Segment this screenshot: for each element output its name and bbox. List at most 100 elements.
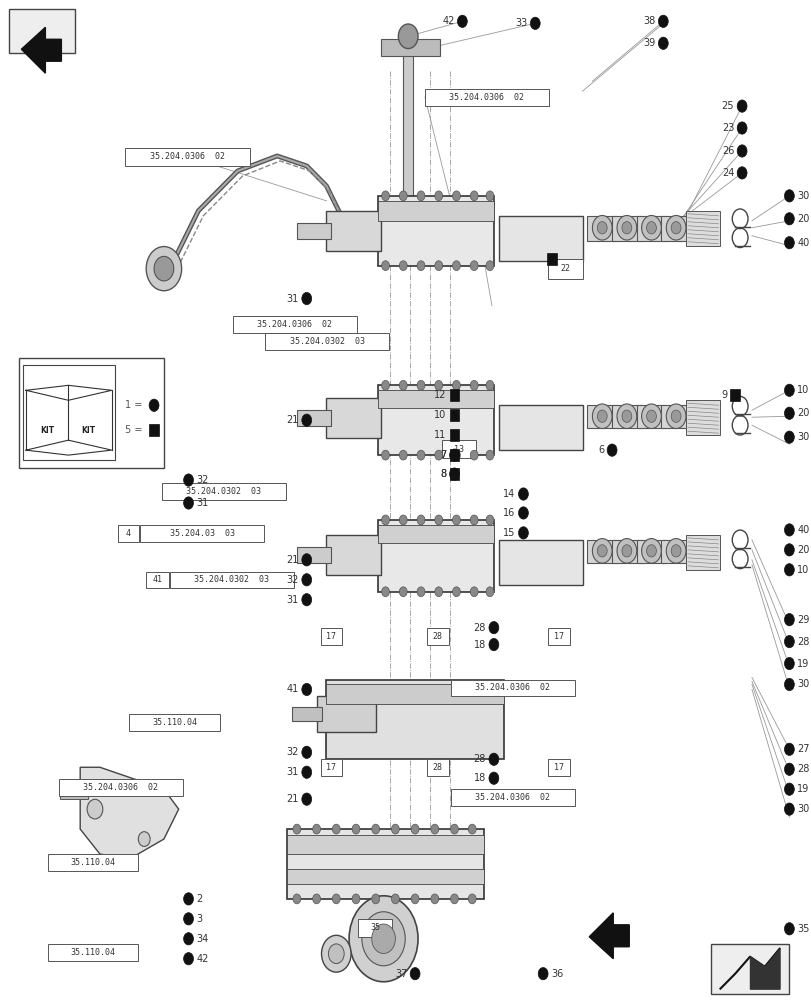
- Circle shape: [621, 545, 631, 557]
- Circle shape: [417, 515, 424, 525]
- Circle shape: [328, 944, 344, 964]
- Text: 35.110.04: 35.110.04: [71, 948, 115, 957]
- Text: 31: 31: [286, 595, 298, 605]
- Text: 30: 30: [796, 804, 809, 814]
- Circle shape: [293, 894, 300, 904]
- Text: 32: 32: [286, 575, 298, 585]
- Text: 18: 18: [473, 640, 486, 650]
- Bar: [233, 316, 357, 333]
- Text: 35.204.0302  03: 35.204.0302 03: [194, 575, 269, 584]
- Text: 32: 32: [286, 747, 298, 757]
- Circle shape: [486, 380, 493, 390]
- Bar: [427, 759, 448, 776]
- Circle shape: [183, 497, 193, 509]
- Circle shape: [321, 935, 350, 972]
- Circle shape: [183, 933, 193, 945]
- Circle shape: [666, 215, 685, 240]
- Text: 32: 32: [196, 475, 208, 485]
- Bar: [377, 525, 493, 543]
- Circle shape: [671, 545, 680, 557]
- Bar: [611, 540, 641, 563]
- Circle shape: [302, 554, 311, 566]
- Text: 31: 31: [286, 767, 298, 777]
- Circle shape: [431, 824, 438, 834]
- Circle shape: [410, 894, 418, 904]
- Bar: [586, 405, 616, 428]
- Circle shape: [783, 213, 793, 225]
- Text: 10: 10: [796, 385, 809, 395]
- Bar: [377, 196, 493, 266]
- Circle shape: [486, 450, 493, 460]
- Polygon shape: [589, 913, 629, 959]
- Circle shape: [783, 384, 793, 396]
- Circle shape: [391, 894, 399, 904]
- Bar: [292, 707, 321, 721]
- Circle shape: [783, 524, 793, 536]
- Circle shape: [398, 24, 418, 49]
- Circle shape: [434, 515, 442, 525]
- Circle shape: [783, 763, 793, 775]
- Circle shape: [470, 261, 478, 271]
- Text: 35.204.03  03: 35.204.03 03: [169, 529, 234, 538]
- Circle shape: [381, 587, 389, 597]
- Text: 41: 41: [152, 575, 162, 584]
- Text: 42: 42: [196, 954, 208, 964]
- Circle shape: [736, 145, 746, 157]
- Bar: [449, 389, 459, 401]
- Text: 30: 30: [796, 191, 809, 201]
- Circle shape: [518, 527, 528, 539]
- Text: 23: 23: [721, 123, 733, 133]
- Circle shape: [417, 261, 424, 271]
- Circle shape: [518, 507, 528, 519]
- Bar: [729, 389, 740, 401]
- Bar: [380, 39, 440, 56]
- Text: 25: 25: [721, 101, 733, 111]
- Bar: [377, 390, 493, 408]
- Bar: [449, 468, 459, 480]
- Circle shape: [783, 614, 793, 626]
- Text: 35.204.0302  03: 35.204.0302 03: [290, 337, 364, 346]
- Circle shape: [302, 292, 311, 305]
- Circle shape: [592, 539, 611, 563]
- Circle shape: [736, 122, 746, 134]
- Bar: [19, 358, 164, 468]
- Bar: [126, 148, 249, 166]
- Text: 19: 19: [796, 784, 809, 794]
- Text: 39: 39: [642, 38, 654, 48]
- Text: 42: 42: [441, 16, 454, 26]
- Bar: [449, 449, 459, 461]
- Text: 35.110.04: 35.110.04: [152, 718, 197, 727]
- Text: 3: 3: [196, 914, 202, 924]
- Circle shape: [312, 824, 320, 834]
- Bar: [427, 628, 448, 645]
- Circle shape: [538, 968, 547, 980]
- Bar: [498, 216, 581, 261]
- Text: 14: 14: [503, 489, 515, 499]
- Circle shape: [783, 635, 793, 648]
- Text: 22: 22: [560, 264, 569, 273]
- Bar: [377, 201, 493, 221]
- Circle shape: [371, 824, 380, 834]
- Bar: [450, 789, 574, 806]
- Bar: [286, 869, 483, 884]
- Circle shape: [616, 215, 636, 240]
- Bar: [358, 919, 392, 937]
- Circle shape: [399, 380, 406, 390]
- Circle shape: [641, 404, 660, 429]
- Text: 28: 28: [473, 754, 486, 764]
- Circle shape: [149, 399, 159, 411]
- Text: 10: 10: [434, 410, 446, 420]
- Circle shape: [470, 450, 478, 460]
- Circle shape: [470, 515, 478, 525]
- Text: 12: 12: [434, 390, 446, 400]
- Circle shape: [641, 215, 660, 240]
- Circle shape: [468, 894, 475, 904]
- Circle shape: [671, 410, 680, 422]
- Circle shape: [410, 824, 418, 834]
- Bar: [9, 9, 75, 53]
- Bar: [326, 680, 503, 759]
- Circle shape: [362, 912, 405, 966]
- Text: 21: 21: [286, 415, 298, 425]
- Circle shape: [666, 539, 685, 563]
- Bar: [326, 398, 380, 438]
